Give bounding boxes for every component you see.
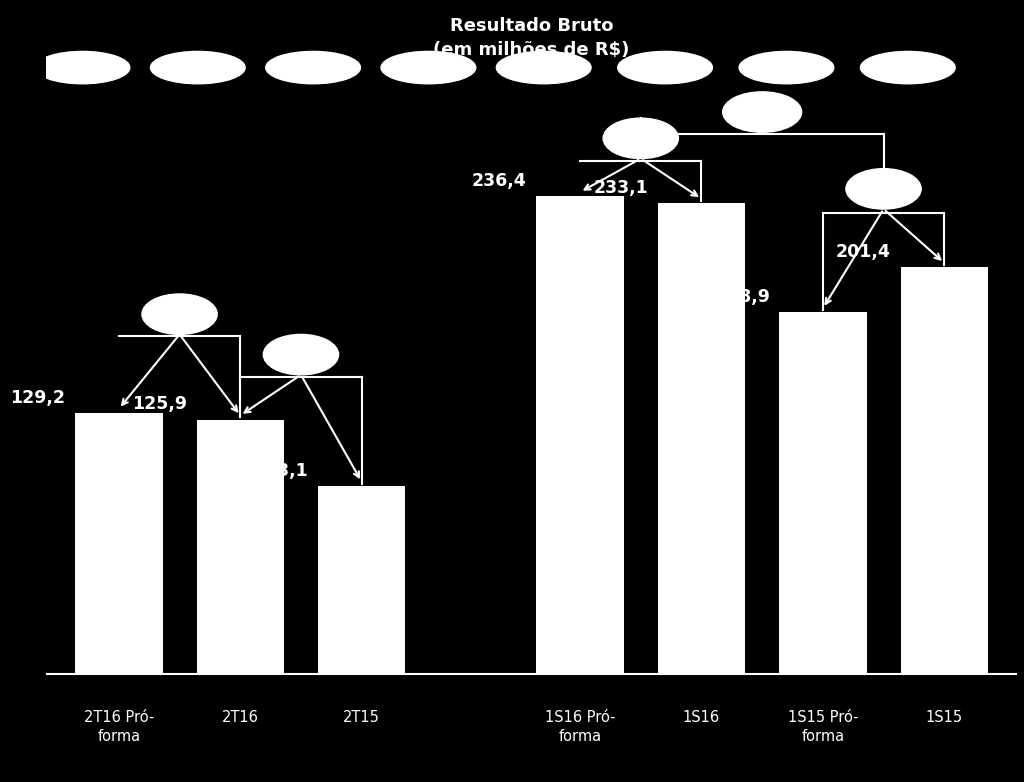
Ellipse shape — [739, 52, 834, 84]
Bar — [900, 267, 988, 674]
Text: Resultado Bruto
(em milhões de R$): Resultado Bruto (em milhões de R$) — [433, 17, 630, 59]
Bar — [779, 312, 866, 674]
Text: 2T16 Pró-
forma: 2T16 Pró- forma — [84, 710, 154, 744]
Ellipse shape — [846, 169, 922, 209]
Text: 1S16: 1S16 — [683, 710, 720, 726]
Text: 1S15 Pró-
forma: 1S15 Pró- forma — [787, 710, 858, 744]
Text: 2T15: 2T15 — [343, 710, 380, 726]
Ellipse shape — [263, 335, 339, 375]
Text: 201,4: 201,4 — [836, 243, 891, 261]
Ellipse shape — [151, 52, 245, 84]
Text: 1S16 Pró-
forma: 1S16 Pró- forma — [545, 710, 615, 744]
Bar — [197, 419, 284, 674]
Ellipse shape — [617, 52, 713, 84]
Ellipse shape — [723, 91, 802, 132]
Bar — [657, 203, 745, 674]
Ellipse shape — [381, 52, 476, 84]
Bar — [317, 486, 406, 674]
Bar — [75, 413, 163, 674]
Text: 2T16: 2T16 — [222, 710, 259, 726]
Text: 178,9: 178,9 — [715, 289, 769, 307]
Ellipse shape — [142, 294, 217, 335]
Text: 236,4: 236,4 — [472, 172, 526, 190]
Ellipse shape — [497, 52, 591, 84]
Text: 93,1: 93,1 — [265, 461, 308, 479]
Text: 1S15: 1S15 — [926, 710, 963, 726]
Ellipse shape — [266, 52, 360, 84]
Ellipse shape — [603, 118, 679, 159]
Ellipse shape — [860, 52, 955, 84]
Text: 129,2: 129,2 — [10, 389, 66, 407]
Text: 125,9: 125,9 — [132, 396, 186, 414]
Bar — [537, 196, 624, 674]
Text: 233,1: 233,1 — [593, 179, 648, 197]
Ellipse shape — [35, 52, 130, 84]
